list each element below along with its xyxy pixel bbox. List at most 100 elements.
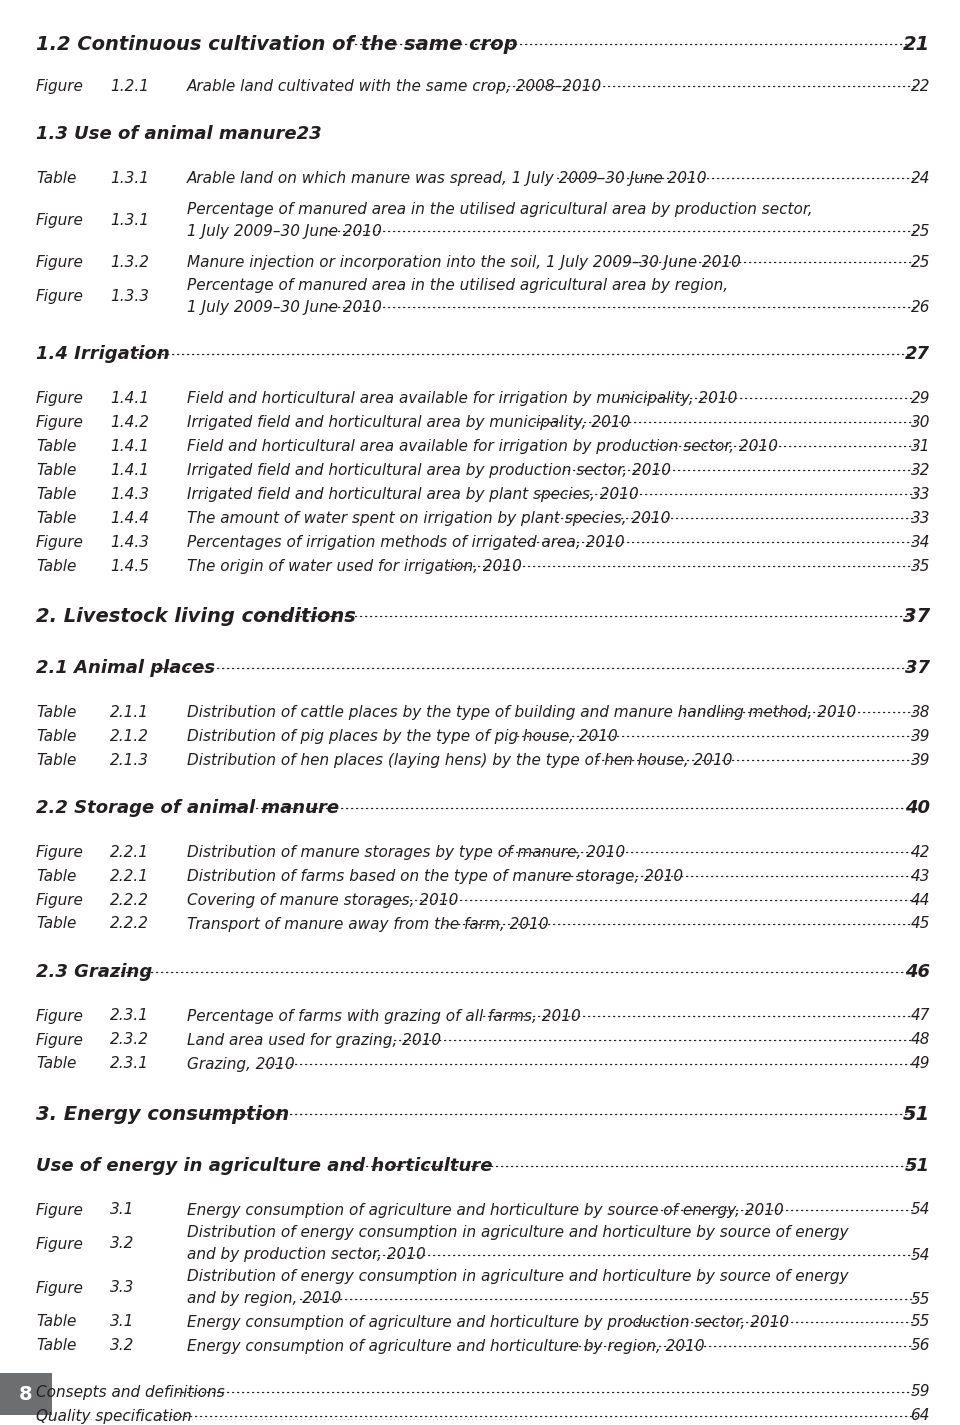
Text: 31: 31: [910, 439, 930, 453]
Text: Figure: Figure: [36, 1203, 84, 1217]
Text: 1.3.1: 1.3.1: [110, 212, 149, 228]
Text: 1.4.3: 1.4.3: [110, 486, 149, 502]
Text: Figure: Figure: [36, 1033, 84, 1047]
Text: Table: Table: [36, 171, 77, 185]
Text: The amount of water spent on irrigation by plant species, 2010: The amount of water spent on irrigation …: [187, 510, 670, 526]
Text: 1.3 Use of animal manure23: 1.3 Use of animal manure23: [36, 125, 322, 142]
Text: Percentages of irrigation methods of irrigated area, 2010: Percentages of irrigation methods of irr…: [187, 534, 625, 550]
Text: Distribution of farms based on the type of manure storage, 2010: Distribution of farms based on the type …: [187, 868, 684, 884]
Text: 2.3 Grazing: 2.3 Grazing: [36, 963, 153, 980]
Text: Table: Table: [36, 916, 77, 932]
Text: 38: 38: [910, 704, 930, 720]
Text: Figure: Figure: [36, 78, 84, 94]
Text: 35: 35: [910, 559, 930, 573]
Text: 1.4.1: 1.4.1: [110, 463, 149, 477]
Text: Manure injection or incorporation into the soil, 1 July 2009–30 June 2010: Manure injection or incorporation into t…: [187, 255, 741, 269]
Text: Quality specification: Quality specification: [36, 1408, 192, 1424]
Text: 44: 44: [910, 892, 930, 908]
Text: Percentage of manured area in the utilised agricultural area by production secto: Percentage of manured area in the utilis…: [187, 201, 812, 217]
Text: Figure: Figure: [36, 1009, 84, 1023]
Text: Distribution of pig places by the type of pig house, 2010: Distribution of pig places by the type o…: [187, 728, 617, 744]
Text: 51: 51: [902, 1104, 930, 1123]
Text: 33: 33: [910, 486, 930, 502]
Text: 2.3.1: 2.3.1: [110, 1009, 149, 1023]
Text: 1 July 2009–30 June 2010: 1 July 2009–30 June 2010: [187, 299, 382, 315]
Text: Table: Table: [36, 439, 77, 453]
Text: Table: Table: [36, 1056, 77, 1072]
Text: 48: 48: [910, 1033, 930, 1047]
Text: Distribution of energy consumption in agriculture and horticulture by source of : Distribution of energy consumption in ag…: [187, 1226, 849, 1241]
Text: 40: 40: [905, 799, 930, 817]
Text: Table: Table: [36, 559, 77, 573]
Text: 3.1: 3.1: [110, 1203, 134, 1217]
Text: 54: 54: [910, 1203, 930, 1217]
Text: Figure: Figure: [36, 534, 84, 550]
Text: 3.1: 3.1: [110, 1314, 134, 1330]
Text: Figure: Figure: [36, 390, 84, 406]
Text: 30: 30: [910, 415, 930, 429]
Text: Figure: Figure: [36, 1281, 84, 1295]
Text: Distribution of cattle places by the type of building and manure handling method: Distribution of cattle places by the typ…: [187, 704, 856, 720]
Text: Figure: Figure: [36, 1237, 84, 1251]
FancyBboxPatch shape: [0, 1374, 52, 1415]
Text: 1.4.3: 1.4.3: [110, 534, 149, 550]
Text: 55: 55: [910, 1314, 930, 1330]
Text: 1.4.4: 1.4.4: [110, 510, 149, 526]
Text: 1 July 2009–30 June 2010: 1 July 2009–30 June 2010: [187, 224, 382, 238]
Text: Irrigated field and horticultural area by municipality, 2010: Irrigated field and horticultural area b…: [187, 415, 631, 429]
Text: 3.2: 3.2: [110, 1338, 134, 1354]
Text: 1.3.2: 1.3.2: [110, 255, 149, 269]
Text: 1.4.1: 1.4.1: [110, 390, 149, 406]
Text: 1.4.5: 1.4.5: [110, 559, 149, 573]
Text: 54: 54: [910, 1247, 930, 1263]
Text: and by region, 2010: and by region, 2010: [187, 1291, 341, 1307]
Text: 55: 55: [910, 1291, 930, 1307]
Text: 1.3.3: 1.3.3: [110, 288, 149, 304]
Text: Figure: Figure: [36, 415, 84, 429]
Text: Energy consumption of agriculture and horticulture by region, 2010: Energy consumption of agriculture and ho…: [187, 1338, 705, 1354]
Text: 25: 25: [910, 224, 930, 238]
Text: Land area used for grazing, 2010: Land area used for grazing, 2010: [187, 1033, 442, 1047]
Text: Figure: Figure: [36, 288, 84, 304]
Text: Grazing, 2010: Grazing, 2010: [187, 1056, 295, 1072]
Text: 24: 24: [910, 171, 930, 185]
Text: 42: 42: [910, 845, 930, 859]
Text: 2.1.1: 2.1.1: [110, 704, 149, 720]
Text: 1.3.1: 1.3.1: [110, 171, 149, 185]
Text: 2.2.1: 2.2.1: [110, 845, 149, 859]
Text: Arable land on which manure was spread, 1 July 2009–30 June 2010: Arable land on which manure was spread, …: [187, 171, 708, 185]
Text: Table: Table: [36, 1338, 77, 1354]
Text: Energy consumption of agriculture and horticulture by production sector, 2010: Energy consumption of agriculture and ho…: [187, 1314, 789, 1330]
Text: and by production sector, 2010: and by production sector, 2010: [187, 1247, 425, 1263]
Text: Percentage of farms with grazing of all farms, 2010: Percentage of farms with grazing of all …: [187, 1009, 581, 1023]
Text: 1.4.2: 1.4.2: [110, 415, 149, 429]
Text: Distribution of energy consumption in agriculture and horticulture by source of : Distribution of energy consumption in ag…: [187, 1270, 849, 1284]
Text: Table: Table: [36, 486, 77, 502]
Text: Transport of manure away from the farm, 2010: Transport of manure away from the farm, …: [187, 916, 548, 932]
Text: 2.1.2: 2.1.2: [110, 728, 149, 744]
Text: Irrigated field and horticultural area by production sector, 2010: Irrigated field and horticultural area b…: [187, 463, 671, 477]
Text: Use of energy in agriculture and horticulture: Use of energy in agriculture and horticu…: [36, 1157, 492, 1176]
Text: 3. Energy consumption: 3. Energy consumption: [36, 1104, 289, 1123]
Text: 37: 37: [902, 607, 930, 626]
Text: 2.2.1: 2.2.1: [110, 868, 149, 884]
Text: 2.1 Animal places: 2.1 Animal places: [36, 658, 215, 677]
Text: Table: Table: [36, 752, 77, 768]
Text: Arable land cultivated with the same crop, 2008–2010: Arable land cultivated with the same cro…: [187, 78, 602, 94]
Text: 8: 8: [19, 1385, 33, 1404]
Text: 51: 51: [905, 1157, 930, 1176]
Text: 2.2.2: 2.2.2: [110, 892, 149, 908]
Text: 47: 47: [910, 1009, 930, 1023]
Text: 22: 22: [910, 78, 930, 94]
Text: 46: 46: [905, 963, 930, 980]
Text: Figure: Figure: [36, 212, 84, 228]
Text: Distribution of manure storages by type of manure, 2010: Distribution of manure storages by type …: [187, 845, 625, 859]
Text: Table: Table: [36, 510, 77, 526]
Text: 2.3.1: 2.3.1: [110, 1056, 149, 1072]
Text: 3.3: 3.3: [110, 1281, 134, 1295]
Text: 43: 43: [910, 868, 930, 884]
Text: Irrigated field and horticultural area by plant species, 2010: Irrigated field and horticultural area b…: [187, 486, 638, 502]
Text: 49: 49: [910, 1056, 930, 1072]
Text: 2.2.2: 2.2.2: [110, 916, 149, 932]
Text: 2.1.3: 2.1.3: [110, 752, 149, 768]
